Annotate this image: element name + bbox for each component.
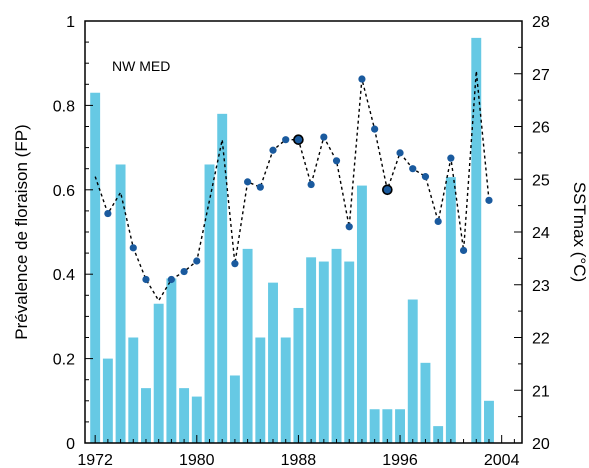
- bar: [331, 248, 342, 443]
- sst-point: [447, 154, 455, 162]
- bar: [191, 396, 202, 443]
- y-axis-left-label: Prévalence de floraison (FP): [12, 124, 31, 339]
- bar: [318, 261, 329, 443]
- x-tick-label: 2004: [484, 452, 520, 468]
- y-right-tick-label: 26: [532, 120, 550, 137]
- bar: [306, 257, 317, 443]
- y-right-tick-label: 21: [532, 383, 550, 400]
- bar: [433, 426, 444, 443]
- sst-point: [459, 246, 468, 255]
- y-axis-right: 20 21 22 23 24 25 26 27 28: [514, 14, 550, 453]
- sst-point: [293, 134, 304, 145]
- y-right-tick-label: 20: [532, 436, 550, 453]
- sst-point: [193, 257, 201, 265]
- y-left-tick-label: 0.2: [53, 352, 75, 369]
- y-axis-left: 0 0.2 0.4 0.6 0.8 1: [53, 14, 93, 453]
- sst-series: [94, 71, 493, 302]
- y-right-tick-label: 27: [532, 67, 550, 84]
- bar: [102, 358, 113, 443]
- y-left-tick-label: 0: [66, 436, 75, 453]
- sst-point: [434, 217, 442, 226]
- bar: [395, 409, 406, 443]
- x-axis: 1972 1980 1988 1996 2004: [77, 435, 520, 468]
- sst-point: [142, 275, 150, 284]
- x-tick-label: 1988: [281, 452, 317, 468]
- y-left-tick-label: 0.8: [53, 98, 75, 115]
- bar: [115, 164, 126, 444]
- sst-point: [396, 149, 404, 157]
- sst-point: [269, 146, 277, 154]
- bar: [229, 375, 240, 443]
- y-right-tick-label: 25: [532, 172, 550, 189]
- sst-point: [231, 260, 239, 268]
- bar: [268, 282, 278, 443]
- sst-point: [129, 244, 137, 252]
- y-left-tick-label: 0.4: [53, 267, 75, 284]
- plot-frame: [84, 20, 523, 444]
- y-right-tick-label: 28: [532, 14, 550, 31]
- bar: [128, 337, 139, 443]
- x-tick-label: 1996: [382, 452, 418, 468]
- bar: [90, 92, 101, 444]
- bar: [369, 409, 380, 443]
- sst-point: [409, 165, 417, 173]
- sst-point: [307, 180, 315, 189]
- bar: [484, 400, 494, 443]
- bar: [217, 113, 228, 443]
- bar: [382, 409, 393, 443]
- sst-point: [104, 209, 112, 218]
- bar: [407, 299, 418, 443]
- bar: [166, 278, 177, 443]
- sst-point: [256, 183, 264, 191]
- x-tick-label: 1972: [77, 452, 113, 468]
- sst-point: [332, 157, 341, 165]
- sst-point: [485, 196, 493, 204]
- sst-point: [180, 267, 188, 276]
- y-right-tick-label: 24: [532, 225, 550, 242]
- annotation-region: NW MED: [112, 58, 170, 74]
- bar: [344, 261, 355, 443]
- bar: [179, 388, 190, 443]
- sst-point: [320, 133, 328, 141]
- bar: [255, 337, 266, 443]
- sst-point: [358, 75, 366, 83]
- bar: [141, 388, 151, 443]
- sst-point: [167, 275, 175, 284]
- bar-series: [90, 37, 494, 444]
- sst-point: [244, 178, 252, 186]
- y-axis-right-label: SSTmax (°C): [570, 182, 589, 282]
- bar: [153, 303, 164, 443]
- bar: [445, 177, 456, 443]
- sst-point: [345, 223, 353, 231]
- y-left-tick-label: 0.6: [53, 183, 75, 200]
- sst-line: [94, 71, 490, 302]
- bar: [242, 248, 253, 443]
- y-right-tick-label: 23: [532, 278, 550, 295]
- sst-point: [382, 184, 393, 196]
- bar: [471, 37, 482, 443]
- x-tick-label: 1980: [179, 452, 215, 468]
- sst-point: [421, 173, 430, 181]
- bar: [420, 362, 431, 443]
- bar: [280, 337, 291, 443]
- bar: [204, 164, 215, 444]
- y-right-tick-label: 22: [532, 331, 550, 348]
- bar: [293, 307, 304, 443]
- bar: [356, 185, 367, 443]
- sst-point: [371, 125, 379, 133]
- y-left-tick-label: 1: [66, 14, 75, 31]
- sst-point: [282, 136, 290, 144]
